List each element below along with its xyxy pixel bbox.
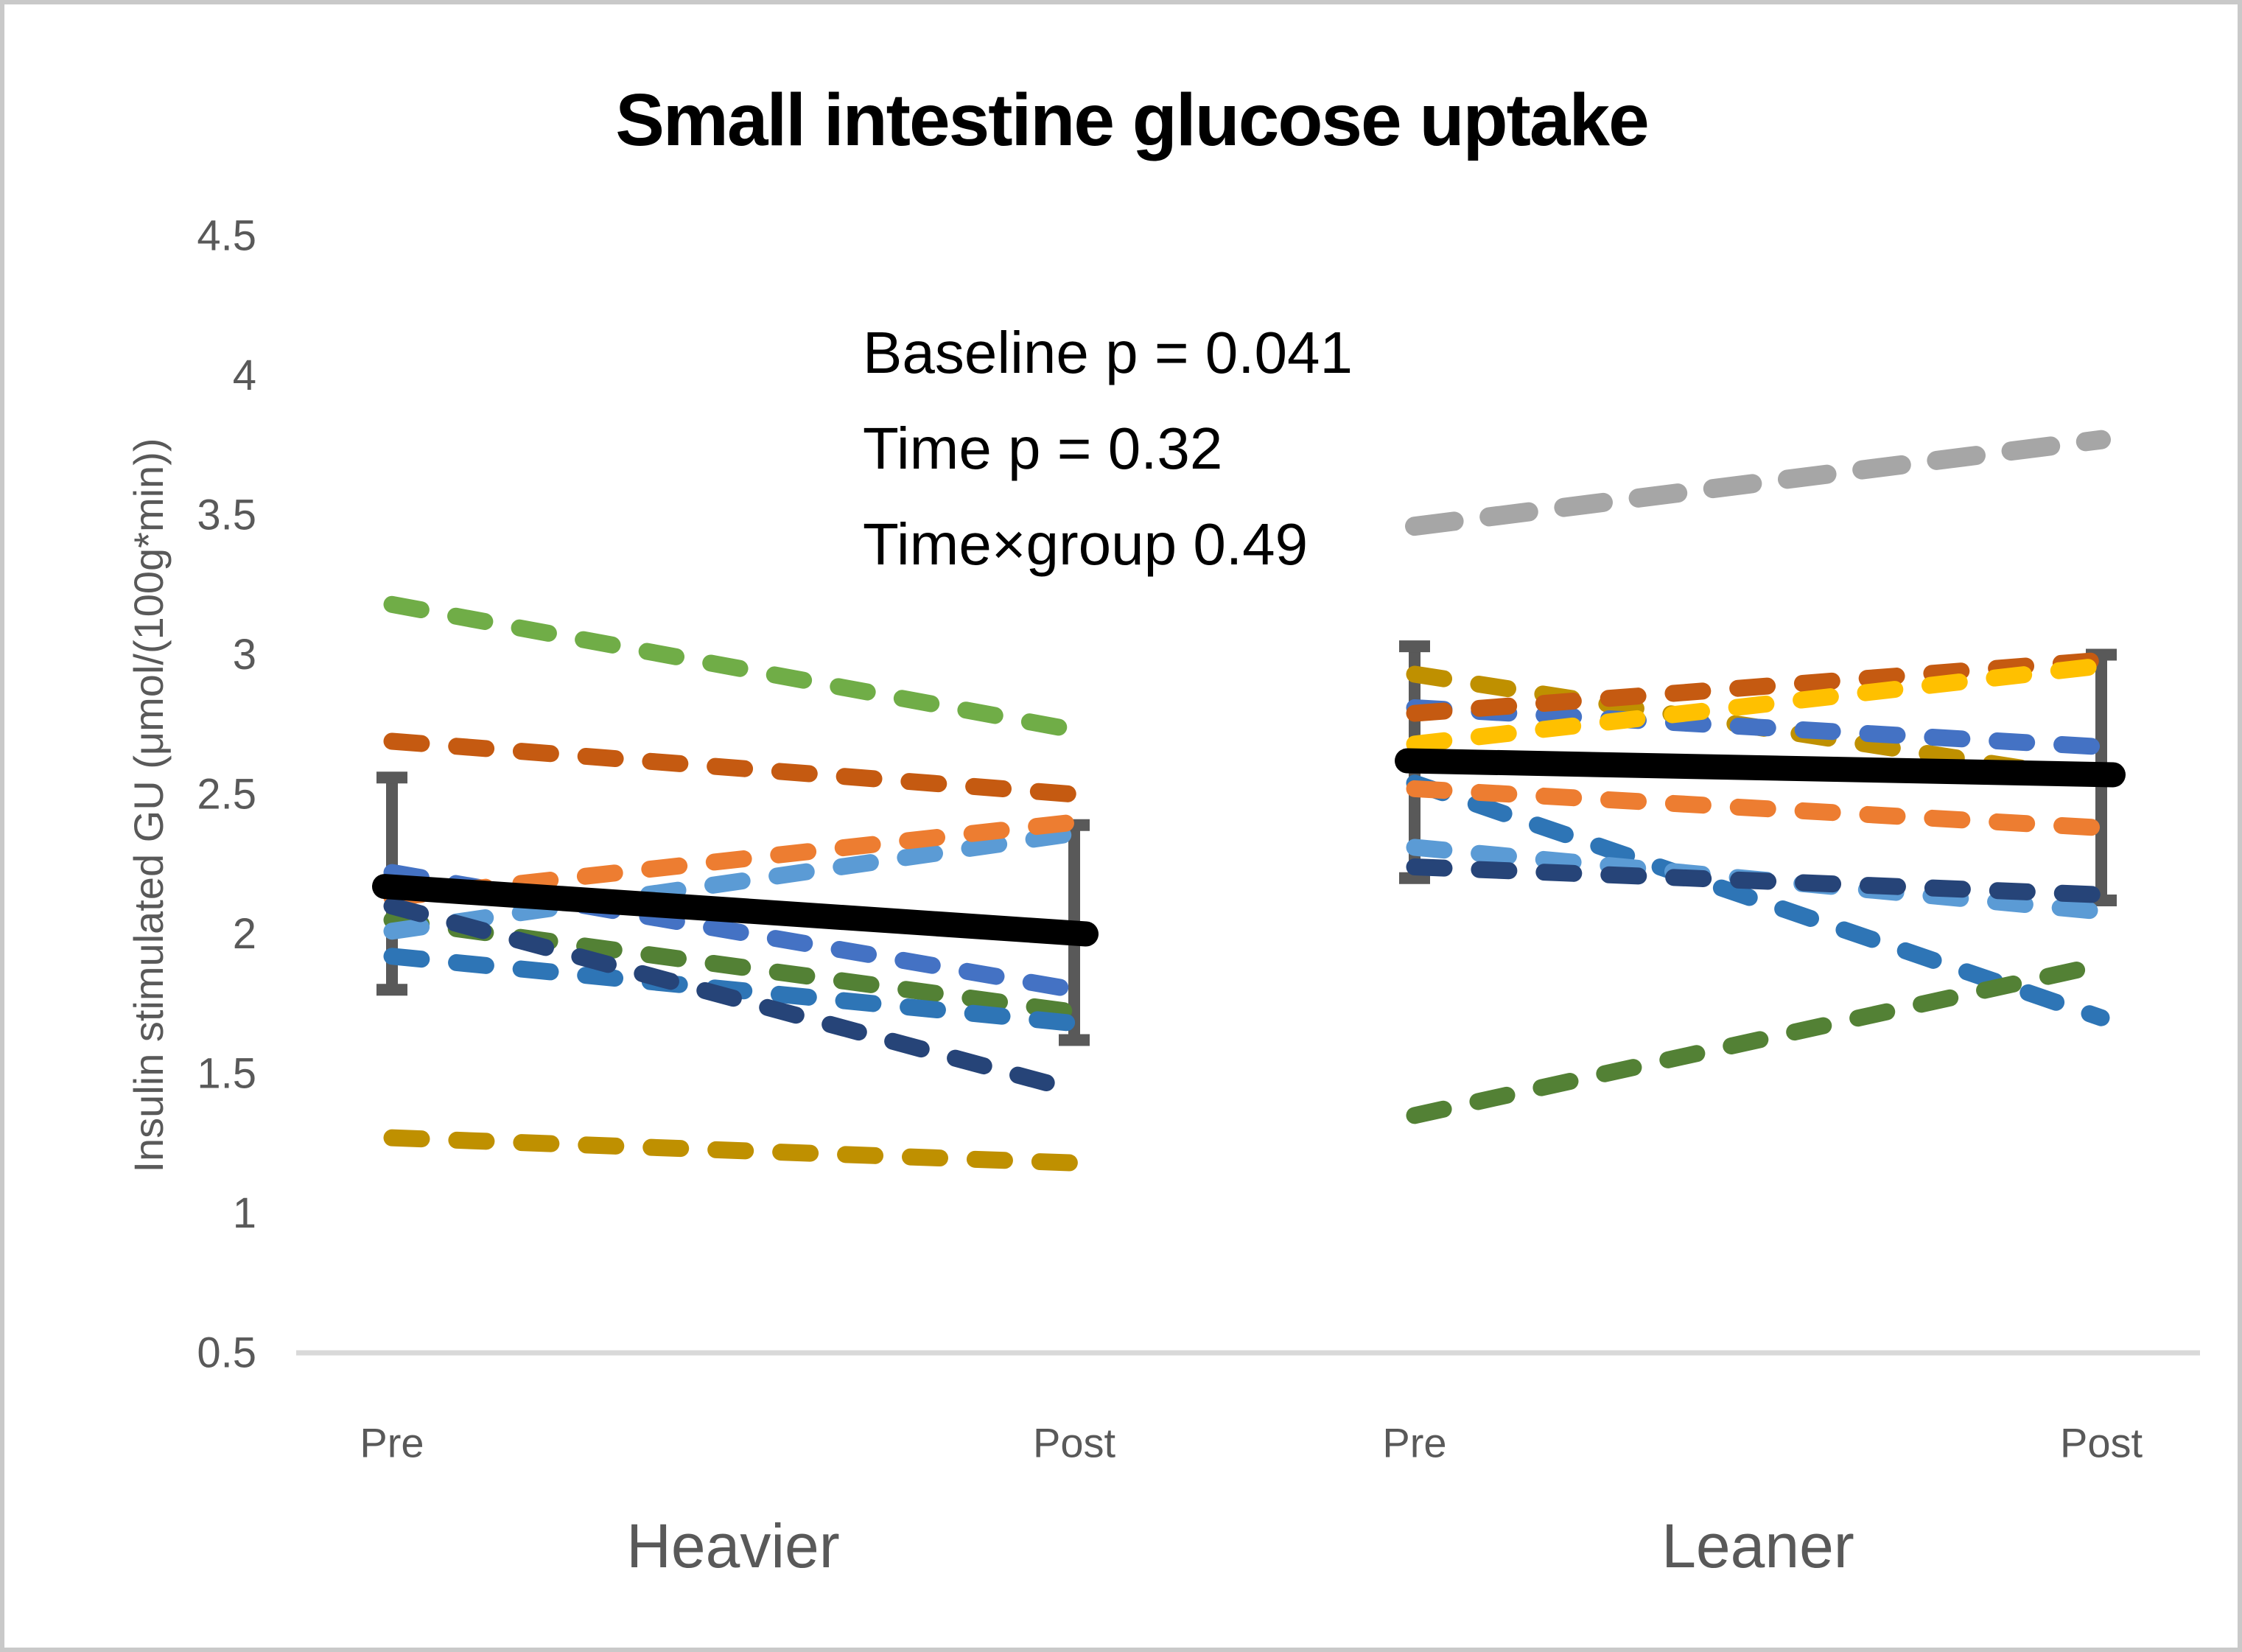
annotation-baseline-p: Baseline p = 0.041	[863, 320, 1353, 385]
y-tick-label: 3	[233, 631, 256, 679]
y-tick-label: 2.5	[197, 771, 256, 819]
group-label-heavier: Heavier	[626, 1511, 839, 1581]
y-tick-label: 4	[233, 351, 256, 399]
individual-line-leaner-gray	[1405, 430, 2111, 536]
individual-line-leaner-orange	[1406, 780, 2110, 836]
stats-annotation: Baseline p = 0.041 Time p = 0.32 Time×gr…	[863, 305, 1353, 592]
x-tick-label-pre-heavier: Pre	[360, 1420, 424, 1466]
individual-line-heavier-dark-green	[383, 911, 1083, 1021]
y-tick-label: 2	[233, 910, 256, 958]
mean-line-leaner	[1395, 748, 2126, 788]
individual-line-heavier-orange	[383, 813, 1083, 906]
individual-line-leaner-yellow	[1406, 657, 2110, 753]
mean-line-heavier	[372, 874, 1099, 947]
individual-line-heavier-navy	[383, 897, 1083, 1099]
individual-line-leaner-royal-blue	[1406, 699, 2110, 756]
individual-line-heavier-royal-blue	[383, 864, 1083, 998]
y-tick-label: 1	[233, 1189, 256, 1237]
plot-area: 4.5 4 3.5 3 2.5 2 1.5 1 0.5 Pre Post Heavier Pre Post…	[197, 212, 2200, 1581]
annotation-time-group-p: Time×group 0.49	[863, 511, 1309, 577]
y-tick-label: 4.5	[197, 212, 256, 260]
y-tick-label: 1.5	[197, 1050, 256, 1098]
individual-line-leaner-dark-green	[1406, 956, 2110, 1124]
annotation-time-p: Time p = 0.32	[863, 416, 1223, 481]
x-tick-label-pre-leaner: Pre	[1382, 1420, 1446, 1466]
individual-line-heavier-light-blue	[383, 825, 1083, 940]
individual-line-leaner-steel-blue	[1406, 774, 2110, 1026]
y-axis-title: Insulin stimulated GU (μmol/(100g*min))	[125, 438, 172, 1173]
individual-line-heavier-rust	[383, 732, 1083, 803]
y-tick-label: 3.5	[197, 491, 256, 539]
individual-line-leaner-navy	[1406, 858, 2110, 903]
group-label-leaner: Leaner	[1661, 1511, 1854, 1581]
x-tick-label-post-leaner: Post	[2060, 1420, 2143, 1466]
y-tick-label: 0.5	[197, 1329, 256, 1377]
individual-line-heavier-green	[383, 595, 1083, 739]
individual-line-leaner-rust	[1406, 651, 2110, 722]
chart-title: Small intestine glucose uptake	[615, 79, 1650, 161]
individual-line-heavier-olive	[383, 1129, 1083, 1172]
x-tick-label-post-heavier: Post	[1033, 1420, 1115, 1466]
